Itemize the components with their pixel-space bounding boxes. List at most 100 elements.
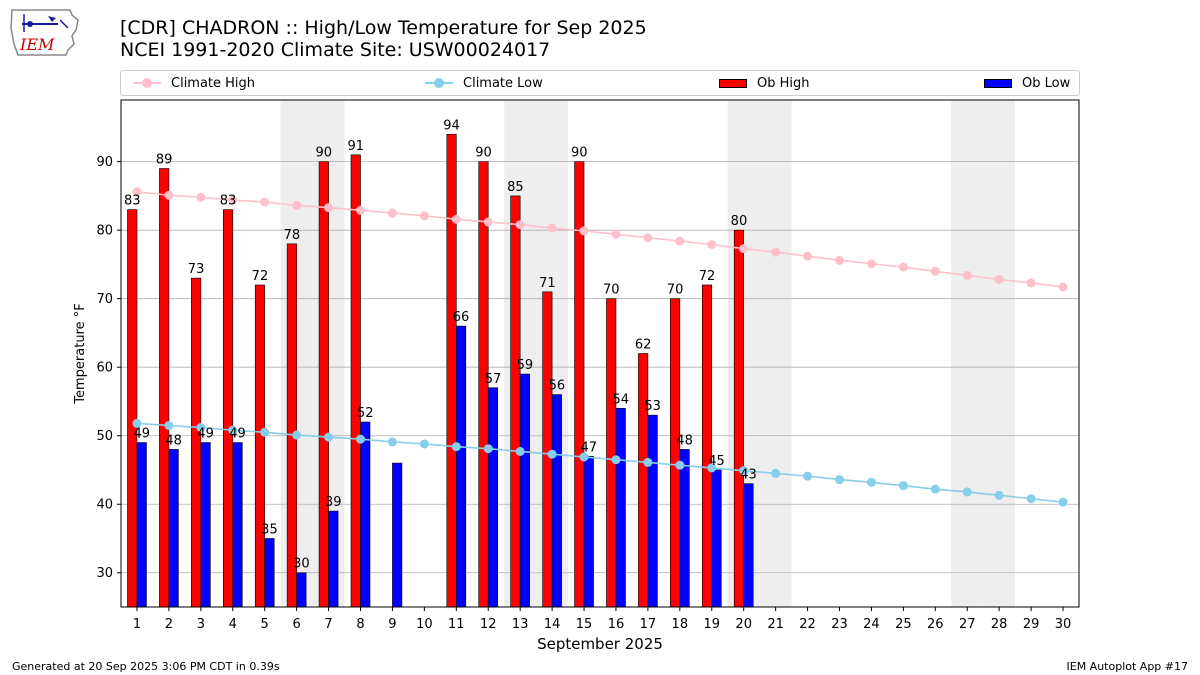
climate-low-point-day-10 xyxy=(419,439,429,449)
ob-low-label-day-17: 53 xyxy=(644,399,661,414)
ob-low-bar-day-11 xyxy=(455,325,467,608)
climate-low-point-day-27 xyxy=(962,487,972,497)
ob-low-bar-day-2 xyxy=(168,449,179,608)
ob-low-label-day-1: 49 xyxy=(133,427,150,442)
legend-swatch-climate-high xyxy=(133,78,161,88)
ob-high-label-day-4: 83 xyxy=(220,194,237,209)
ob-low-bar-day-18 xyxy=(679,449,690,608)
ob-high-label-day-17: 62 xyxy=(635,338,652,353)
climate-low-point-day-23 xyxy=(835,475,844,485)
y-tick-label-90: 90 xyxy=(96,155,113,170)
climate-low-point-day-8 xyxy=(356,434,365,444)
climate-high-point-day-13 xyxy=(515,220,525,230)
y-tick-label-80: 80 xyxy=(96,224,113,239)
climate-high-point-day-1 xyxy=(132,187,142,197)
legend-item-ob-high: Ob High xyxy=(719,71,810,95)
chart-legend: Climate High Climate Low Ob High Ob Low xyxy=(120,70,1080,96)
climate-low-point-day-15 xyxy=(579,452,589,462)
ob-low-label-day-2: 48 xyxy=(165,433,182,448)
climate-high-point-day-12 xyxy=(483,217,493,227)
ob-low-label-day-7: 39 xyxy=(325,495,342,510)
legend-swatch-ob-low xyxy=(984,78,1012,88)
climate-high-point-day-21 xyxy=(771,247,781,257)
y-tick-label-50: 50 xyxy=(96,429,113,444)
ob-high-label-day-12: 90 xyxy=(475,146,492,161)
ob-low-label-day-5: 35 xyxy=(261,522,278,537)
ob-low-label-day-16: 54 xyxy=(612,392,629,407)
x-tick-label-26: 26 xyxy=(927,617,944,632)
climate-high-point-day-23 xyxy=(835,255,844,265)
x-tick-label-15: 15 xyxy=(576,617,593,632)
legend-swatch-ob-high xyxy=(719,78,747,88)
ob-low-bar-day-12 xyxy=(487,387,499,608)
x-tick-label-11: 11 xyxy=(448,617,465,632)
climate-high-point-day-28 xyxy=(994,275,1004,285)
ob-high-bar-day-20 xyxy=(733,229,745,608)
ob-low-label-day-4: 49 xyxy=(229,427,246,442)
climate-high-point-day-17 xyxy=(643,233,653,243)
ob-high-bar-day-16 xyxy=(606,298,617,608)
ob-high-bar-day-8 xyxy=(350,154,361,608)
ob-high-bar-day-14 xyxy=(542,291,553,608)
ob-low-label-day-8: 52 xyxy=(357,406,374,421)
ob-high-bar-day-3 xyxy=(191,277,202,608)
x-tick-label-24: 24 xyxy=(863,617,880,632)
ob-low-bar-day-5 xyxy=(264,538,275,608)
ob-low-bar-day-6 xyxy=(296,572,307,608)
ob-high-bar-day-1 xyxy=(127,209,138,608)
climate-high-point-day-22 xyxy=(803,251,813,261)
climate-low-point-day-4 xyxy=(228,425,238,435)
climate-high-point-day-11 xyxy=(451,214,461,224)
x-tick-label-13: 13 xyxy=(512,617,529,632)
weekend-shade-day-21 xyxy=(759,100,792,607)
x-tick-label-1: 1 xyxy=(133,617,141,632)
climate-low-point-day-12 xyxy=(483,444,493,454)
climate-high-point-day-18 xyxy=(675,236,685,246)
climate-high-point-day-24 xyxy=(866,259,876,269)
x-tick-label-18: 18 xyxy=(672,617,689,632)
ob-high-label-day-2: 89 xyxy=(156,153,173,168)
climate-high-point-day-26 xyxy=(930,266,940,276)
climate-low-point-day-30 xyxy=(1058,497,1068,507)
ob-high-label-day-16: 70 xyxy=(603,283,620,298)
ob-high-bar-day-13 xyxy=(510,195,521,608)
ob-high-label-day-7: 90 xyxy=(316,146,333,161)
ob-low-bar-day-19 xyxy=(711,469,722,608)
legend-label-climate-high: Climate High xyxy=(171,75,256,91)
climate-low-point-day-24 xyxy=(866,477,876,487)
climate-high-point-day-15 xyxy=(579,226,589,236)
chart-title: [CDR] CHADRON :: High/Low Temperature fo… xyxy=(120,17,647,39)
climate-low-point-day-6 xyxy=(292,430,302,440)
climate-high-point-day-7 xyxy=(324,203,334,213)
x-tick-label-3: 3 xyxy=(197,617,205,632)
climate-low-point-day-21 xyxy=(771,468,781,478)
weekend-shade-day-27 xyxy=(951,100,984,607)
climate-low-point-day-20 xyxy=(739,466,749,476)
x-tick-label-12: 12 xyxy=(480,617,497,632)
x-tick-label-16: 16 xyxy=(608,617,625,632)
x-tick-label-5: 5 xyxy=(261,617,269,632)
ob-low-label-day-15: 47 xyxy=(581,440,598,455)
x-tick-label-28: 28 xyxy=(991,617,1008,632)
x-tick-label-14: 14 xyxy=(544,617,561,632)
x-tick-label-19: 19 xyxy=(703,617,720,632)
x-tick-label-21: 21 xyxy=(767,617,784,632)
ob-high-bar-day-6 xyxy=(286,243,297,608)
legend-label-ob-low: Ob Low xyxy=(1022,75,1071,91)
legend-item-ob-low: Ob Low xyxy=(984,71,1070,95)
ob-low-bar-day-3 xyxy=(200,442,211,608)
ob-low-label-day-13: 59 xyxy=(517,358,534,373)
climate-high-point-day-8 xyxy=(356,205,365,215)
climate-low-point-day-13 xyxy=(515,446,525,456)
x-tick-label-25: 25 xyxy=(895,617,912,632)
climate-low-point-day-14 xyxy=(547,449,557,459)
climate-high-point-day-6 xyxy=(292,201,302,211)
ob-low-bar-day-1 xyxy=(136,442,147,608)
ob-high-bar-day-19 xyxy=(701,284,713,608)
ob-high-bar-day-4 xyxy=(222,209,234,608)
chart-subtitle: NCEI 1991-2020 Climate Site: USW00024017 xyxy=(120,39,551,61)
x-tick-label-20: 20 xyxy=(735,617,752,632)
logo-text: IEM xyxy=(19,35,55,54)
climate-high-point-day-27 xyxy=(962,270,972,280)
